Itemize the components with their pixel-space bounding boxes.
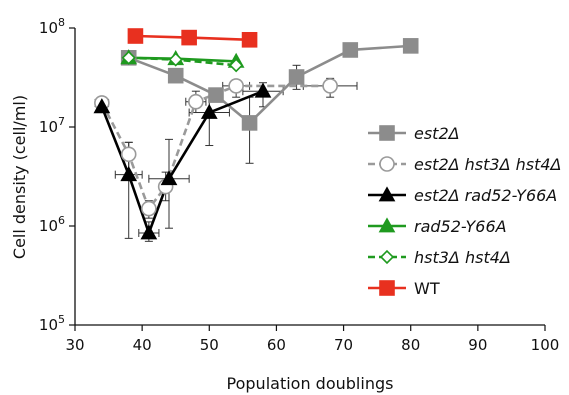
- series-1-marker: [120, 146, 137, 163]
- series-5-marker: [127, 28, 144, 44]
- legend-item: est2Δ hst3Δ hst4Δ: [368, 155, 562, 174]
- series-2-marker: [120, 166, 138, 182]
- series-4-marker: [229, 58, 244, 73]
- legend-swatch-marker: [378, 186, 396, 202]
- x-tick-label: 70: [334, 336, 353, 354]
- series-1-marker: [188, 93, 204, 110]
- legend-swatch-marker: [379, 125, 395, 141]
- y-tick-label: 105: [39, 313, 65, 334]
- series-4-marker: [168, 52, 183, 67]
- x-axis-label: Population doublings: [227, 374, 394, 393]
- series-2-marker: [140, 224, 158, 240]
- series-5-marker: [241, 31, 258, 48]
- legend-swatch-marker: [379, 249, 395, 265]
- y-tick-exponent: 7: [58, 115, 65, 128]
- series-0-marker: [342, 42, 359, 58]
- y-tick-base: 10: [39, 316, 58, 334]
- series-2-line: [100, 89, 264, 235]
- x-tick-label: 40: [133, 336, 152, 354]
- axes-layer: [74, 28, 545, 326]
- y-tick-base: 10: [39, 19, 58, 37]
- series-5-marker: [181, 29, 197, 46]
- series-1-marker: [322, 78, 338, 94]
- y-tick-exponent: 5: [58, 313, 65, 326]
- markers-layer: [93, 28, 419, 240]
- x-tick-label: 60: [267, 336, 286, 354]
- y-tick-label: 107: [39, 115, 65, 136]
- legend-label: est2Δ hst3Δ hst4Δ: [414, 155, 562, 174]
- x-ticks-layer: 30 40 50 60 70 80 90 100: [65, 325, 559, 354]
- y-tick-exponent: 8: [58, 16, 65, 29]
- legend-label: WT: [414, 279, 440, 298]
- legend-label: rad52-Y66A: [414, 217, 507, 236]
- series-0-marker: [402, 38, 419, 54]
- series-0-marker: [241, 115, 258, 131]
- legend-label: est2Δ rad52-Y66A: [414, 186, 557, 205]
- series-2-marker: [160, 170, 178, 186]
- x-tick-label: 90: [468, 336, 487, 354]
- legend-swatch-marker: [379, 280, 395, 296]
- series-4-marker: [121, 50, 136, 65]
- x-tick-label: 100: [531, 336, 560, 354]
- series-0-marker: [288, 69, 305, 85]
- series-0-marker: [208, 87, 224, 103]
- series-1-line: [100, 84, 331, 210]
- series-2-marker: [93, 98, 111, 114]
- y-tick-label: 106: [39, 214, 65, 235]
- x-tick-label: 80: [401, 336, 420, 354]
- series-0-marker: [167, 67, 184, 84]
- legend-label: est2Δ: [414, 124, 460, 143]
- series-1-marker: [141, 200, 157, 217]
- legend-item: est2Δ rad52-Y66A: [368, 186, 557, 205]
- legend-item: hst3Δ hst4Δ: [368, 248, 511, 267]
- series-2-marker: [200, 103, 218, 119]
- series-1-marker: [228, 78, 244, 94]
- legend-item: rad52-Y66A: [368, 217, 507, 236]
- y-axis-label: Cell density (cell/ml): [10, 95, 29, 259]
- legend-item: WT: [368, 279, 440, 298]
- legend-swatch-marker: [379, 156, 395, 172]
- y-tick-exponent: 6: [58, 214, 65, 227]
- legend: est2Δ est2Δ hst3Δ hst4Δ est2Δ rad52-Y66A ra…: [368, 124, 562, 298]
- y-tick-label: 108: [39, 16, 65, 37]
- x-tick-label: 30: [65, 336, 84, 354]
- series-2-marker: [254, 82, 272, 98]
- y-tick-base: 10: [39, 118, 58, 136]
- y-tick-base: 10: [39, 217, 58, 235]
- x-tick-label: 50: [200, 336, 219, 354]
- legend-swatch-marker: [378, 217, 396, 233]
- legend-label: hst3Δ hst4Δ: [414, 248, 511, 267]
- legend-item: est2Δ: [368, 124, 460, 143]
